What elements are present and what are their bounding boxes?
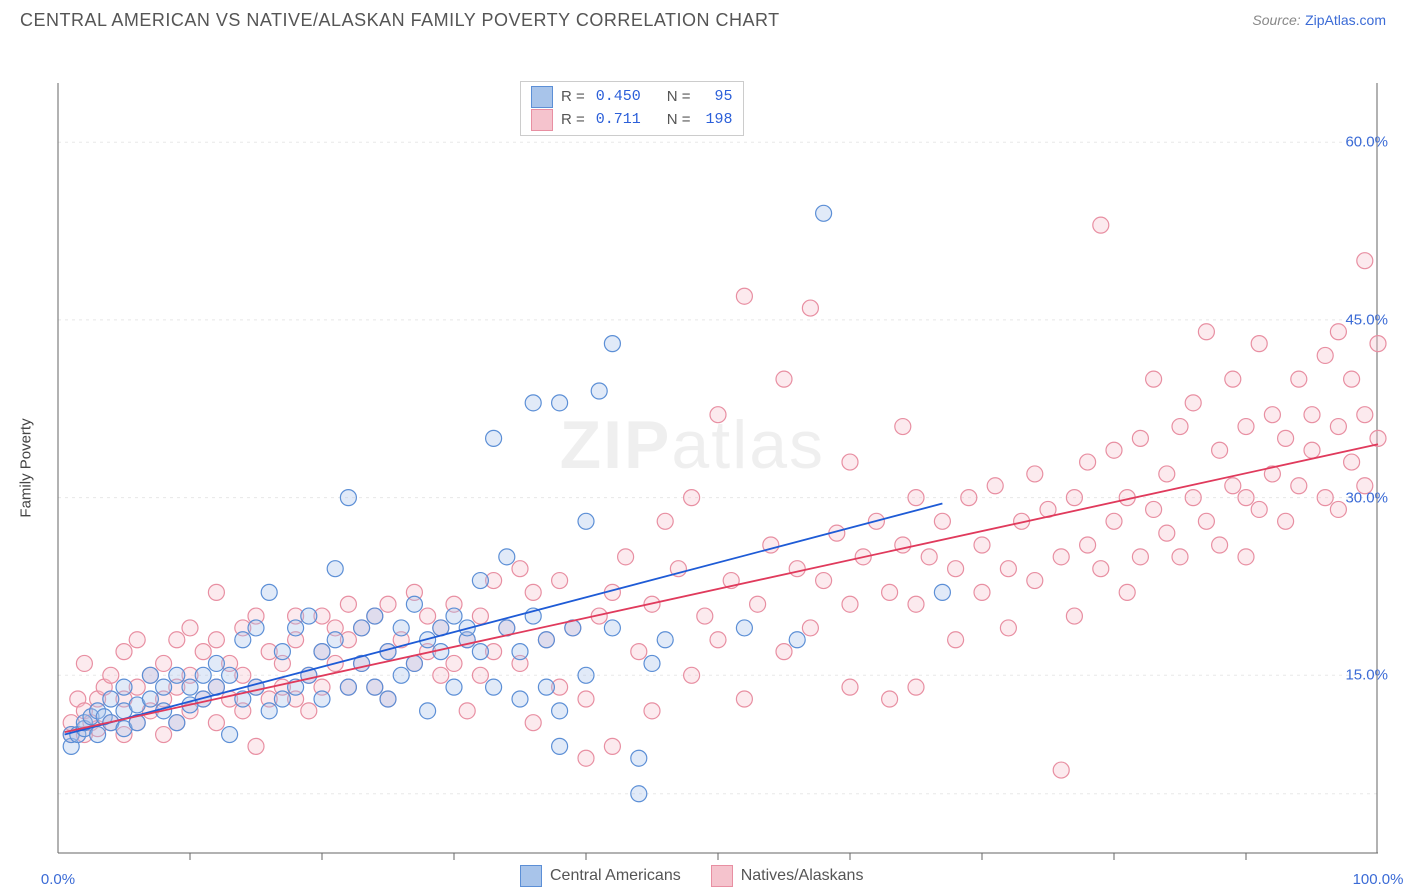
y-tick-label: 45.0% bbox=[1345, 311, 1388, 328]
x-tick-label: 100.0% bbox=[1353, 871, 1404, 888]
legend-swatch bbox=[531, 86, 553, 108]
y-tick-label: 30.0% bbox=[1345, 489, 1388, 506]
legend-label: Central Americans bbox=[550, 867, 681, 885]
legend: Central Americans Natives/Alaskans bbox=[520, 865, 863, 887]
source-name: ZipAtlas.com bbox=[1305, 12, 1386, 28]
y-tick-label: 60.0% bbox=[1345, 134, 1388, 151]
n-label: N = bbox=[667, 86, 691, 109]
legend-swatch bbox=[711, 865, 733, 887]
correlation-row: R = 0.711 N = 198 bbox=[531, 109, 733, 132]
correlation-box: R = 0.450 N = 95 R = 0.711 N = 198 bbox=[520, 81, 744, 136]
scatter-plot bbox=[8, 33, 1398, 893]
legend-swatch bbox=[520, 865, 542, 887]
n-value: 95 bbox=[699, 86, 733, 109]
r-value: 0.450 bbox=[593, 86, 641, 109]
n-value: 198 bbox=[699, 109, 733, 132]
n-label: N = bbox=[667, 109, 691, 132]
r-label: R = bbox=[561, 109, 585, 132]
correlation-row: R = 0.450 N = 95 bbox=[531, 86, 733, 109]
source: Source: ZipAtlas.com bbox=[1252, 12, 1386, 30]
chart-title: CENTRAL AMERICAN VS NATIVE/ALASKAN FAMIL… bbox=[20, 10, 780, 31]
y-tick-label: 15.0% bbox=[1345, 667, 1388, 684]
legend-item: Central Americans bbox=[520, 865, 681, 887]
source-label: Source: bbox=[1252, 12, 1300, 28]
r-value: 0.711 bbox=[593, 109, 641, 132]
r-label: R = bbox=[561, 86, 585, 109]
legend-label: Natives/Alaskans bbox=[741, 867, 864, 885]
chart-area: Family Poverty ZIPatlas R =0.450N =95R =… bbox=[8, 33, 1398, 893]
x-tick-label: 0.0% bbox=[41, 871, 75, 888]
legend-item: Natives/Alaskans bbox=[711, 865, 864, 887]
legend-swatch bbox=[531, 109, 553, 131]
